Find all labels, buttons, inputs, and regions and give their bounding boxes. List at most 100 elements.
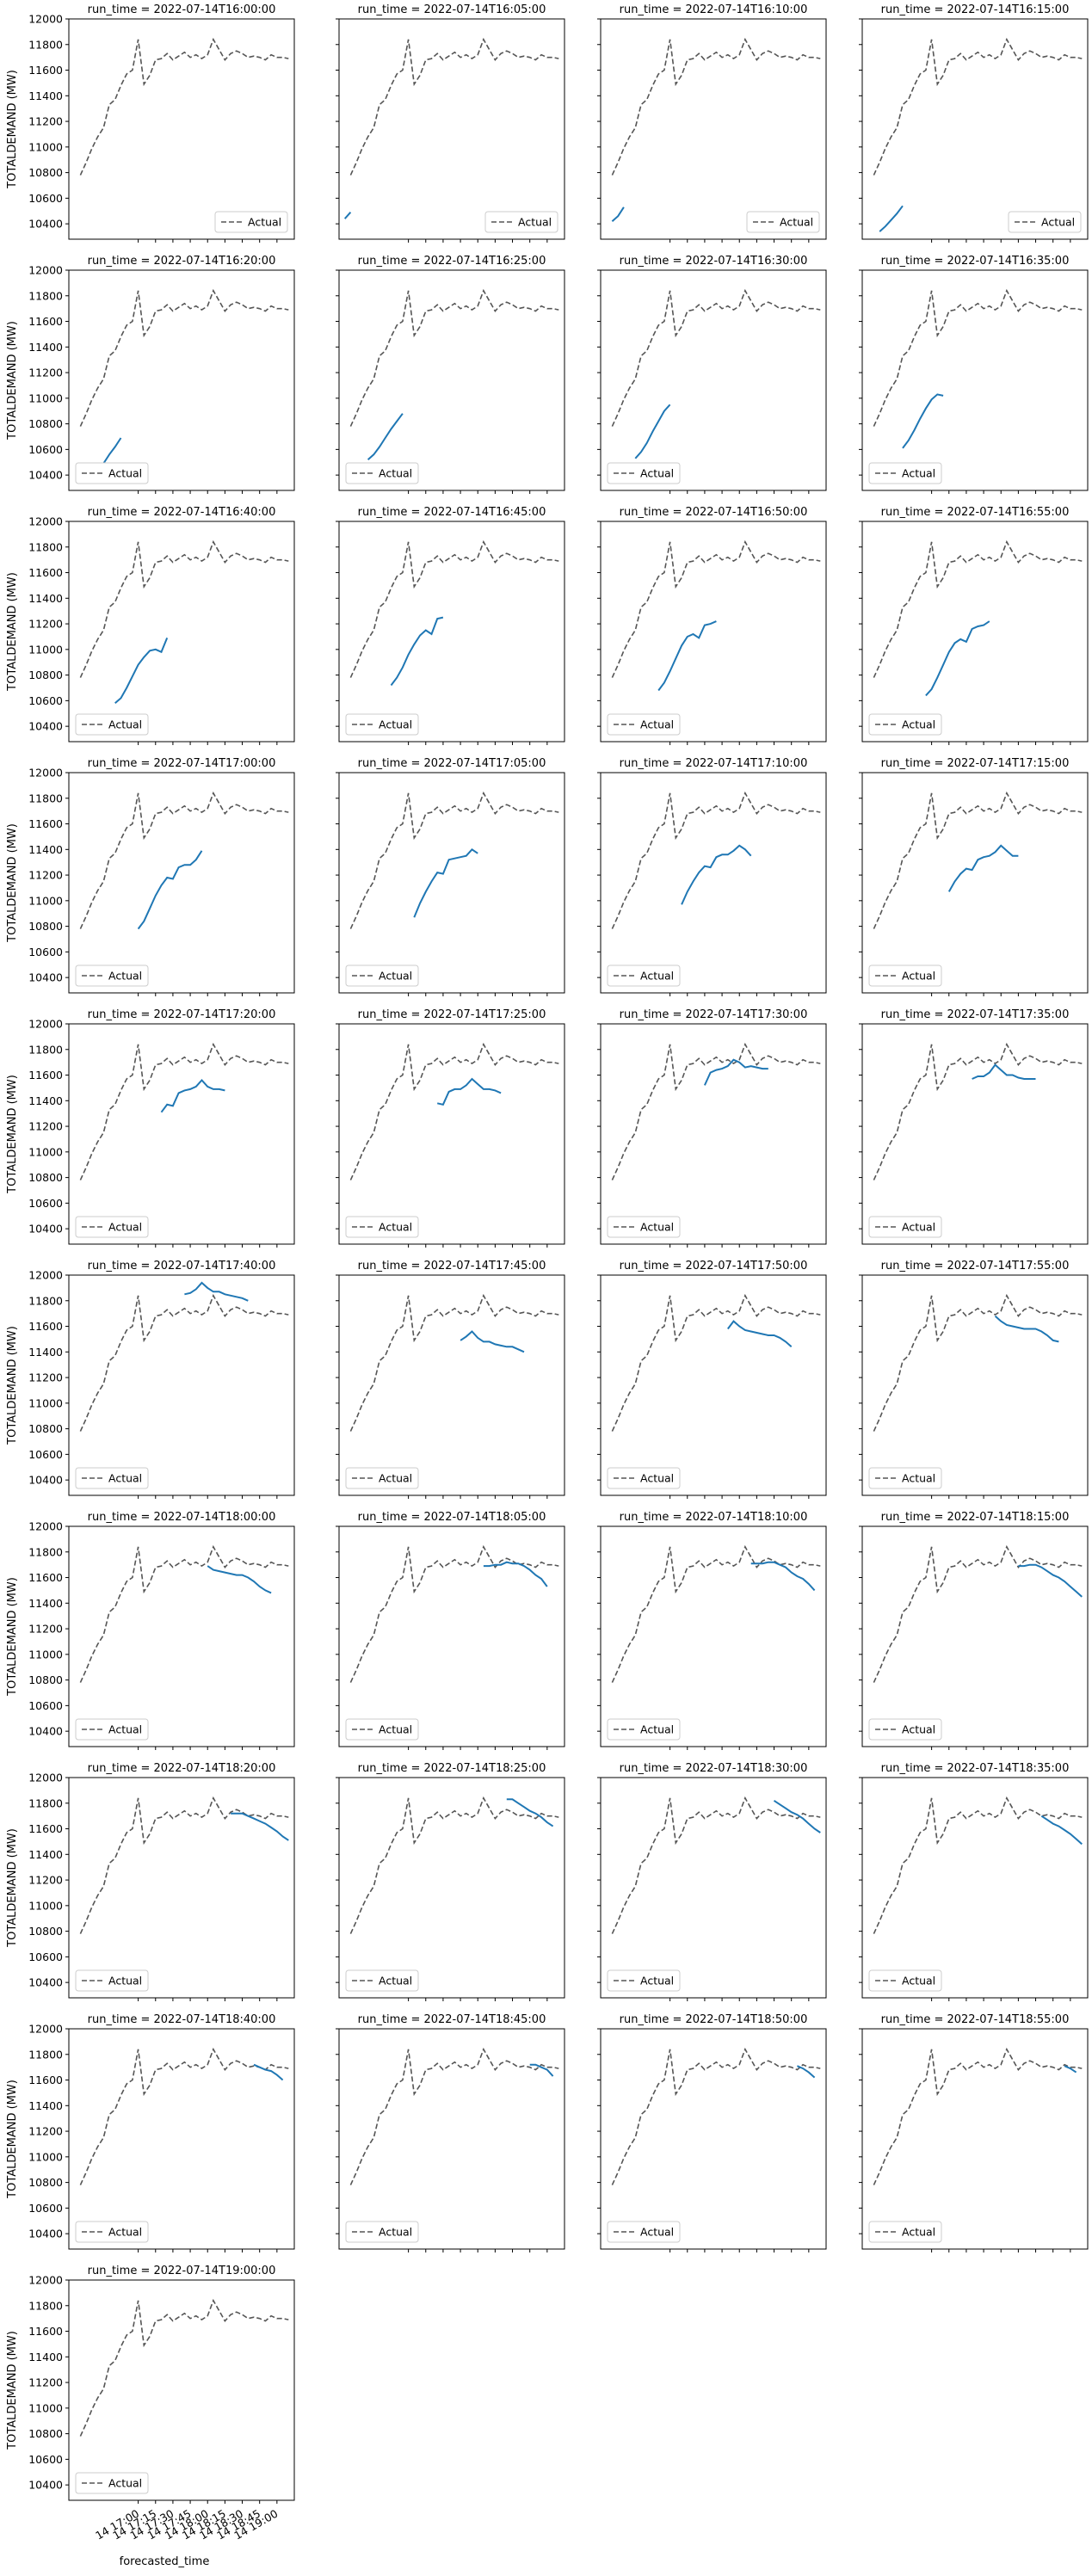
legend-box — [345, 2221, 419, 2243]
forecast-line — [611, 206, 625, 222]
legend-label: Actual — [902, 1723, 935, 1736]
legend-label: Actual — [108, 1975, 142, 1987]
actual-line — [79, 1796, 289, 1934]
subplot-6: run_time = 2022-07-14T16:25:00 Actual — [336, 255, 565, 494]
subplot-16: run_time = 2022-07-14T17:15:00 Actual — [859, 757, 1089, 996]
forecast-line — [529, 2063, 554, 2077]
legend-label: Actual — [108, 970, 142, 983]
legend-label: Actual — [902, 718, 935, 731]
y-axis-label: TOTALDEMAND (MW) — [6, 70, 19, 189]
legend-label: Actual — [640, 970, 674, 983]
actual-line — [873, 1544, 1083, 1683]
y-tick-label: 11400 — [28, 341, 63, 354]
subplot-title: run_time = 2022-07-14T16:35:00 — [881, 255, 1070, 268]
subplot-19: run_time = 2022-07-14T17:30:00 Actual — [597, 1008, 827, 1248]
subplot-36: run_time = 2022-07-14T18:55:00 Actual — [859, 2013, 1089, 2252]
subplot-title: run_time = 2022-07-14T17:45:00 — [358, 1260, 546, 1273]
legend-box — [484, 211, 558, 233]
forecast-line — [773, 1799, 821, 1833]
legend-label: Actual — [379, 1472, 412, 1485]
legend-box — [345, 1969, 419, 1992]
legend: Actual — [607, 462, 681, 484]
y-tick-label: 11800 — [28, 1545, 63, 1558]
y-tick-label: 10400 — [28, 1474, 63, 1487]
plot-frame — [861, 18, 1089, 240]
y-tick-label: 11000 — [28, 1899, 63, 1912]
legend-label: Actual — [108, 718, 142, 731]
plot-frame — [600, 521, 827, 743]
forecast-line — [506, 1798, 554, 1827]
subplot-title: run_time = 2022-07-14T17:05:00 — [358, 757, 546, 770]
subplot-32: run_time = 2022-07-14T18:35:00 Actual — [859, 1762, 1089, 2001]
subplot-14: run_time = 2022-07-14T17:05:00 Actual — [336, 757, 565, 996]
subplot-11: run_time = 2022-07-14T16:50:00 Actual — [597, 506, 827, 745]
legend-label: Actual — [780, 216, 813, 229]
forecast-line — [160, 1079, 225, 1113]
subplot-title: run_time = 2022-07-14T18:50:00 — [620, 2013, 808, 2026]
y-tick-label: 11200 — [28, 618, 63, 631]
y-tick-label: 10600 — [28, 192, 63, 205]
subplot-10: run_time = 2022-07-14T16:45:00 Actual — [336, 506, 565, 745]
subplot-33: run_time = 2022-07-14T18:40:00 10400 10600… — [6, 2013, 295, 2252]
subplot-title: run_time = 2022-07-14T16:40:00 — [88, 506, 276, 519]
legend-label: Actual — [108, 467, 142, 480]
subplot-8: run_time = 2022-07-14T16:35:00 Actual — [859, 255, 1089, 494]
y-axis-label: TOTALDEMAND (MW) — [6, 823, 19, 943]
legend-box — [345, 1467, 419, 1489]
legend: Actual — [868, 964, 942, 987]
actual-line — [611, 539, 821, 678]
plot-frame — [68, 1777, 295, 1999]
actual-line — [873, 539, 1083, 678]
legend: Actual — [75, 1467, 149, 1489]
actual-line — [349, 2047, 559, 2185]
plot-frame — [338, 521, 565, 743]
legend: Actual — [345, 1216, 419, 1238]
actual-line — [873, 1293, 1083, 1432]
y-tick-label: 11200 — [28, 367, 63, 379]
plot-frame — [861, 269, 1089, 491]
y-tick-label: 10800 — [28, 2427, 63, 2440]
y-axis-label: TOTALDEMAND (MW) — [6, 1326, 19, 1445]
y-tick-label: 11800 — [28, 289, 63, 302]
legend: Actual — [607, 1467, 681, 1489]
y-tick-label: 11800 — [28, 1796, 63, 1809]
legend-label: Actual — [640, 1472, 674, 1485]
subplot-title: run_time = 2022-07-14T18:00:00 — [88, 1511, 276, 1524]
plot-frame — [861, 1023, 1089, 1245]
y-tick-label: 10600 — [28, 1448, 63, 1461]
legend-label: Actual — [248, 216, 281, 229]
actual-line — [611, 1293, 821, 1432]
legend-box — [868, 1718, 942, 1741]
subplot-title: run_time = 2022-07-14T17:00:00 — [88, 757, 276, 770]
legend-box — [345, 1216, 419, 1238]
actual-line — [611, 288, 821, 427]
subplot-22: run_time = 2022-07-14T17:45:00 Actual — [336, 1260, 565, 1499]
legend-box — [868, 1216, 942, 1238]
legend-box — [75, 462, 149, 484]
y-tick-label: 10600 — [28, 946, 63, 958]
legend: Actual — [607, 1216, 681, 1238]
plot-frame — [68, 772, 295, 994]
plot-frame — [338, 1525, 565, 1747]
y-tick-label: 11600 — [28, 566, 63, 579]
subplot-2: run_time = 2022-07-14T16:05:00 Actual — [336, 3, 565, 243]
legend: Actual — [214, 211, 288, 233]
legend-label: Actual — [379, 1975, 412, 1987]
plot-frame — [68, 18, 295, 240]
y-tick-label: 11600 — [28, 817, 63, 830]
legend-label: Actual — [379, 2226, 412, 2239]
legend: Actual — [607, 2221, 681, 2243]
actual-line — [349, 1042, 559, 1180]
y-axis-label: TOTALDEMAND (MW) — [6, 2331, 19, 2450]
legend: Actual — [868, 713, 942, 736]
legend: Actual — [345, 462, 419, 484]
legend-box — [607, 462, 681, 484]
y-tick-label: 10400 — [28, 2479, 63, 2492]
subplot-title: run_time = 2022-07-14T16:05:00 — [358, 3, 546, 16]
y-tick-label: 11600 — [28, 64, 63, 77]
y-tick-label: 11400 — [28, 2099, 63, 2112]
plot-frame — [861, 1777, 1089, 1999]
plot-frame — [600, 1525, 827, 1747]
subplot-35: run_time = 2022-07-14T18:50:00 Actual — [597, 2013, 827, 2252]
subplot-12: run_time = 2022-07-14T16:55:00 Actual — [859, 506, 1089, 745]
